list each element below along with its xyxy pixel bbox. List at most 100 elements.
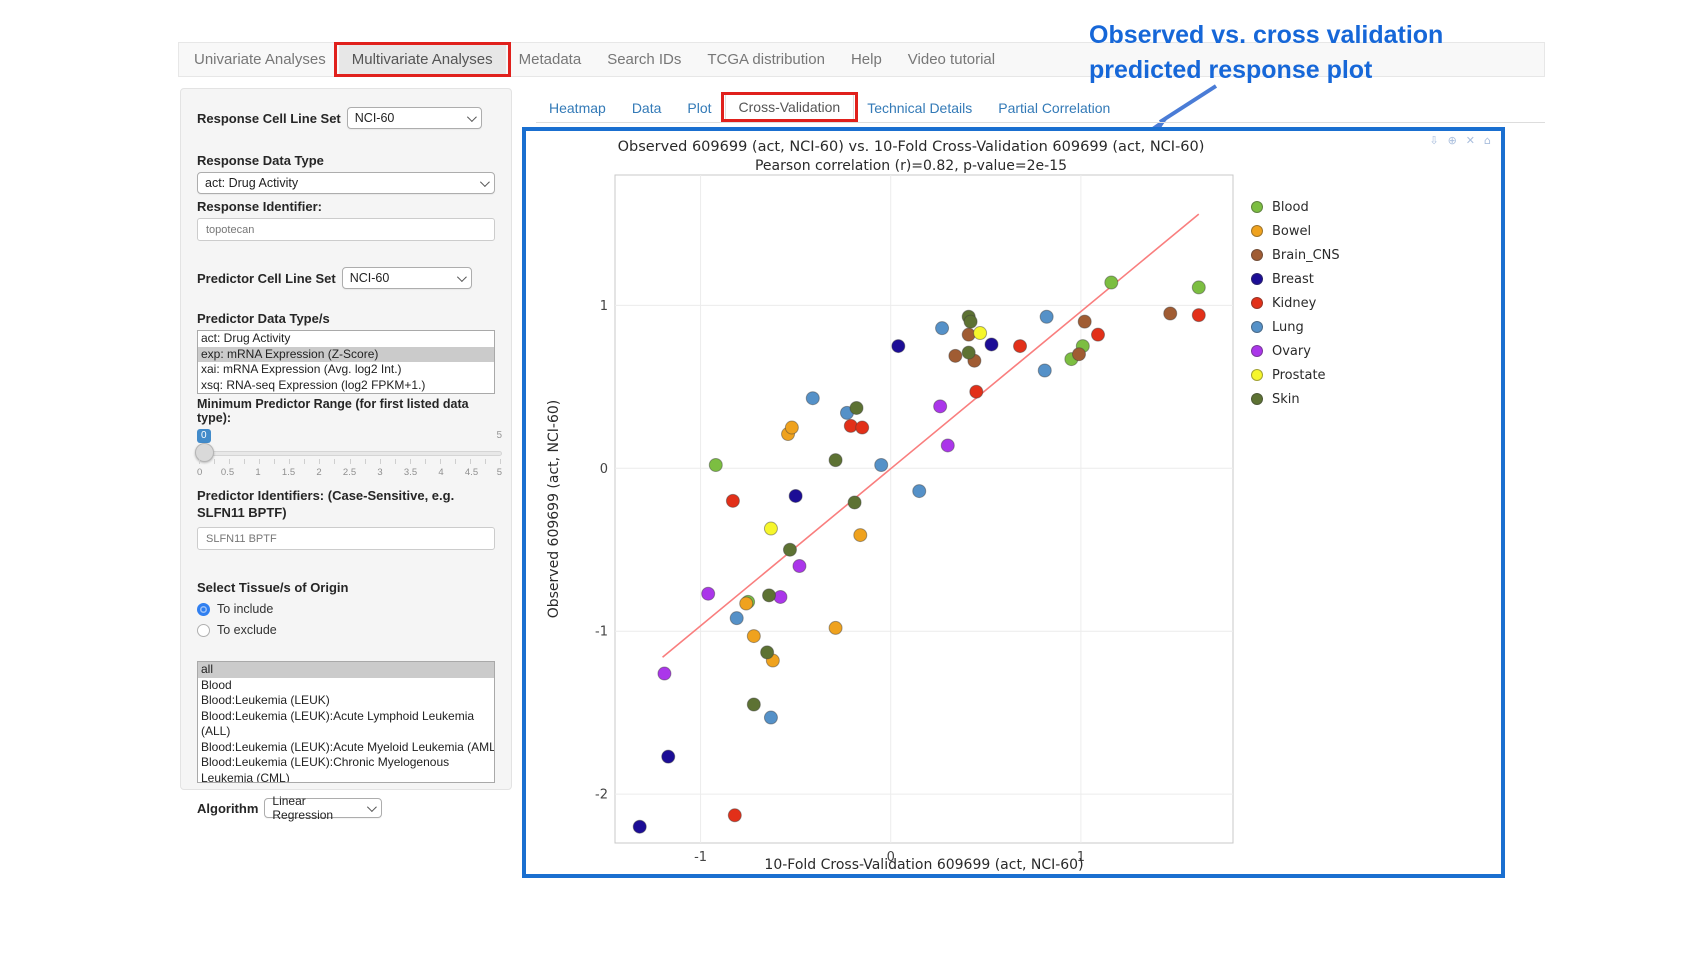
algorithm-select[interactable]: Linear Regression bbox=[264, 794, 383, 822]
scatter-point-lung[interactable] bbox=[1039, 309, 1054, 324]
scatter-point-lung[interactable] bbox=[935, 321, 950, 336]
list-option-all[interactable]: all bbox=[198, 662, 494, 678]
scatter-point-skin[interactable] bbox=[746, 697, 761, 712]
list-option-exp-mrna-expression-z-score[interactable]: exp: mRNA Expression (Z-Score) bbox=[198, 346, 494, 362]
scatter-point-prostate[interactable] bbox=[763, 521, 778, 536]
nav-tab-video-tutorial[interactable]: Video tutorial bbox=[907, 51, 996, 68]
scatter-point-skin[interactable] bbox=[847, 495, 862, 510]
radio-button-icon[interactable] bbox=[197, 602, 210, 616]
scatter-point-kidney[interactable] bbox=[725, 493, 740, 508]
response-data-type-value: act: Drug Activity bbox=[205, 176, 299, 190]
scatter-point-lung[interactable] bbox=[1037, 363, 1052, 378]
nav-tab-help[interactable]: Help bbox=[850, 51, 882, 68]
scatter-point-blood[interactable] bbox=[708, 458, 723, 473]
scatter-point-breast[interactable] bbox=[984, 337, 999, 352]
list-option-act-drug-activity[interactable]: act: Drug Activity bbox=[201, 331, 291, 345]
scatter-point-kidney[interactable] bbox=[1090, 327, 1105, 342]
slider-handle[interactable] bbox=[195, 443, 214, 462]
scatter-point-brain-cns[interactable] bbox=[1071, 347, 1086, 362]
scatter-point-kidney[interactable] bbox=[843, 418, 858, 433]
scatter-point-skin[interactable] bbox=[961, 345, 976, 360]
scatter-point-lung[interactable] bbox=[763, 710, 778, 725]
scatter-point-skin[interactable] bbox=[782, 542, 797, 557]
scatter-point-ovary[interactable] bbox=[773, 589, 788, 604]
scatter-point-breast[interactable] bbox=[632, 819, 647, 834]
scatter-point-breast[interactable] bbox=[661, 749, 676, 764]
radio-to-exclude[interactable]: To exclude bbox=[197, 623, 495, 637]
legend-item-skin[interactable]: Skin bbox=[1251, 387, 1340, 411]
predictor-identifiers-input[interactable] bbox=[197, 527, 495, 550]
scatter-point-skin[interactable] bbox=[849, 400, 864, 415]
scatter-point-skin[interactable] bbox=[762, 588, 777, 603]
pan-icon[interactable]: ✕ bbox=[1465, 134, 1476, 147]
nav-tab-tcga-distribution[interactable]: TCGA distribution bbox=[707, 51, 825, 68]
radio-to-include[interactable]: To include bbox=[197, 602, 495, 616]
scatter-point-bowel[interactable] bbox=[828, 620, 843, 635]
zoom-icon[interactable]: ⊕ bbox=[1447, 134, 1457, 147]
legend-item-bowel[interactable]: Bowel bbox=[1251, 219, 1340, 243]
tab-cross-validation[interactable]: Cross-Validation bbox=[720, 92, 859, 122]
scatter-point-bowel[interactable] bbox=[739, 596, 754, 611]
nav-tab-univariate-analyses[interactable]: Univariate Analyses bbox=[194, 51, 326, 68]
scatter-point-bowel[interactable] bbox=[853, 528, 868, 543]
legend-item-brain-cns[interactable]: Brain_CNS bbox=[1251, 243, 1340, 267]
predictor-cell-line-set-select[interactable]: NCI-60 bbox=[341, 267, 472, 289]
scatter-point-kidney[interactable] bbox=[1191, 308, 1206, 323]
scatter-point-lung[interactable] bbox=[874, 458, 889, 473]
scatter-point-brain-cns[interactable] bbox=[961, 327, 976, 342]
list-option-xsq-rna-seq-expression-log2-fpkm-1[interactable]: xsq: RNA-seq Expression (log2 FPKM+1.) bbox=[201, 377, 426, 392]
list-option-blood[interactable]: Blood bbox=[201, 677, 232, 692]
response-identifier-input[interactable] bbox=[197, 218, 495, 241]
scatter-point-ovary[interactable] bbox=[940, 438, 955, 453]
tab-technical-details[interactable]: Technical Details bbox=[867, 100, 973, 116]
scatter-point-kidney[interactable] bbox=[969, 384, 984, 399]
scatter-point-skin[interactable] bbox=[828, 453, 843, 468]
scatter-point-lung[interactable] bbox=[729, 611, 744, 626]
scatter-point-blood[interactable] bbox=[1104, 275, 1119, 290]
scatter-point-brain-cns[interactable] bbox=[1163, 306, 1178, 321]
nav-tab-metadata[interactable]: Metadata bbox=[518, 51, 582, 68]
scatter-point-skin[interactable] bbox=[963, 314, 978, 329]
list-option-xai-mrna-expression-avg-log2-int[interactable]: xai: mRNA Expression (Avg. log2 Int.) bbox=[201, 362, 402, 376]
scatter-point-kidney[interactable] bbox=[727, 808, 742, 823]
scatter-point-brain-cns[interactable] bbox=[1077, 314, 1092, 329]
scatter-point-skin[interactable] bbox=[760, 645, 775, 660]
tab-partial-correlation[interactable]: Partial Correlation bbox=[998, 100, 1111, 116]
radio-button-icon[interactable] bbox=[197, 623, 210, 637]
tab-plot[interactable]: Plot bbox=[687, 100, 712, 116]
download-plot-icon[interactable]: ⇩ bbox=[1429, 134, 1439, 147]
scatter-point-breast[interactable] bbox=[788, 488, 803, 503]
scatter-point-blood[interactable] bbox=[1191, 280, 1206, 295]
scatter-point-brain-cns[interactable] bbox=[948, 348, 963, 363]
scatter-point-kidney[interactable] bbox=[855, 420, 870, 435]
legend-item-kidney[interactable]: Kidney bbox=[1251, 291, 1340, 315]
list-option-blood-leukemia-leuk-chronic-myelogenous-[interactable]: Blood:Leukemia (LEUK):Chronic Myelogenou… bbox=[201, 755, 450, 783]
legend-item-breast[interactable]: Breast bbox=[1251, 267, 1340, 291]
legend-item-ovary[interactable]: Ovary bbox=[1251, 339, 1340, 363]
scatter-point-ovary[interactable] bbox=[657, 666, 672, 681]
scatter-point-prostate[interactable] bbox=[973, 326, 988, 341]
list-option-blood-leukemia-leuk-acute-lymphoid-leuke[interactable]: Blood:Leukemia (LEUK):Acute Lymphoid Leu… bbox=[201, 708, 475, 739]
legend-item-lung[interactable]: Lung bbox=[1251, 315, 1340, 339]
scatter-point-bowel[interactable] bbox=[784, 420, 799, 435]
reset-axes-icon[interactable]: ⌂ bbox=[1484, 134, 1491, 147]
scatter-point-ovary[interactable] bbox=[792, 559, 807, 574]
legend-item-prostate[interactable]: Prostate bbox=[1251, 363, 1340, 387]
slider-track[interactable] bbox=[197, 451, 502, 456]
tab-heatmap[interactable]: Heatmap bbox=[549, 100, 606, 116]
response-data-type-select[interactable]: act: Drug Activity bbox=[197, 172, 495, 194]
nav-tab-multivariate-analyses[interactable]: Multivariate Analyses bbox=[333, 42, 511, 77]
scatter-point-bowel[interactable] bbox=[746, 629, 761, 644]
scatter-point-lung[interactable] bbox=[805, 391, 820, 406]
legend-item-blood[interactable]: Blood bbox=[1251, 195, 1340, 219]
scatter-point-breast[interactable] bbox=[891, 339, 906, 354]
scatter-point-kidney[interactable] bbox=[1013, 339, 1028, 354]
list-option-blood-leukemia-leuk-acute-myeloid-leukem[interactable]: Blood:Leukemia (LEUK):Acute Myeloid Leuk… bbox=[201, 739, 495, 754]
tab-data[interactable]: Data bbox=[631, 100, 662, 116]
nav-tab-search-ids[interactable]: Search IDs bbox=[607, 51, 682, 68]
scatter-point-lung[interactable] bbox=[912, 484, 927, 499]
list-option-blood-leukemia-leuk[interactable]: Blood:Leukemia (LEUK) bbox=[201, 693, 330, 707]
scatter-point-ovary[interactable] bbox=[701, 586, 716, 601]
response-cell-line-set-select[interactable]: NCI-60 bbox=[346, 107, 482, 129]
scatter-point-ovary[interactable] bbox=[933, 399, 948, 414]
